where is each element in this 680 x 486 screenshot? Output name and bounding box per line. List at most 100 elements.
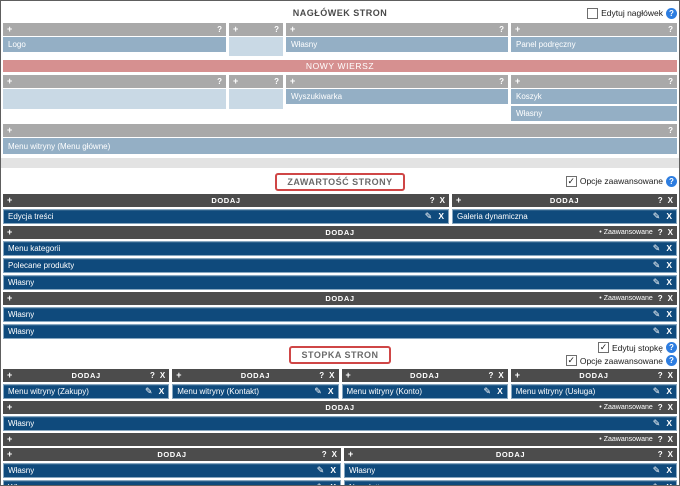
header-component-custom[interactable]: Własny	[511, 106, 677, 121]
help-icon[interactable]: ?	[319, 370, 325, 380]
move-icon[interactable]: +	[348, 449, 354, 459]
advanced-options-checkbox[interactable]: ✓	[565, 355, 577, 366]
component-row[interactable]: Własny ✎X	[3, 307, 677, 322]
column-toolbar[interactable]: + ?	[286, 75, 508, 88]
column-toolbar[interactable]: + ?	[3, 23, 226, 36]
component-row[interactable]: Menu kategorii ✎ X	[3, 241, 677, 256]
help-icon[interactable]: ?	[321, 449, 327, 459]
help-icon[interactable]: ?	[657, 402, 663, 412]
help-icon[interactable]: ?	[657, 434, 663, 444]
close-icon[interactable]: X	[439, 195, 445, 205]
move-icon[interactable]: +	[290, 24, 296, 34]
header-component-cart[interactable]: Koszyk	[511, 89, 677, 104]
close-icon[interactable]: X	[667, 449, 673, 459]
edit-icon[interactable]: ✎	[652, 277, 661, 287]
move-icon[interactable]: +	[233, 76, 239, 86]
move-icon[interactable]: +	[7, 434, 13, 444]
add-component-bar[interactable]: + DODAJ ? X	[452, 194, 677, 207]
add-button[interactable]: DODAJ	[325, 228, 355, 237]
close-icon[interactable]: X	[666, 277, 672, 288]
add-button[interactable]: DODAJ	[579, 371, 609, 380]
move-icon[interactable]: +	[7, 227, 13, 237]
component-row[interactable]: Newsletter ✎X	[344, 480, 677, 486]
component-row[interactable]: Edycja treści ✎ X	[3, 209, 449, 224]
add-component-bar[interactable]: + DODAJ • Zaawansowane ? X	[3, 292, 677, 305]
component-row[interactable]: Menu witryny (Konto) ✎ X	[341, 384, 508, 399]
help-icon[interactable]: ?	[657, 227, 663, 237]
move-icon[interactable]: +	[7, 125, 13, 135]
add-button[interactable]: DODAJ	[495, 450, 526, 459]
component-row[interactable]: Własny ✎X	[344, 463, 677, 478]
help-icon[interactable]: ?	[657, 293, 663, 303]
move-icon[interactable]: +	[515, 76, 521, 86]
add-component-bar[interactable]: + DODAJ ? X	[3, 194, 449, 207]
move-icon[interactable]: +	[7, 293, 13, 303]
add-component-bar[interactable]: + DODAJ • Zaawansowane ? X	[3, 226, 677, 239]
empty-column-slot[interactable]	[229, 89, 283, 109]
help-icon[interactable]: ?	[668, 125, 673, 135]
close-icon[interactable]: X	[330, 465, 336, 476]
move-icon[interactable]: +	[7, 195, 13, 205]
move-icon[interactable]: +	[290, 76, 296, 86]
add-component-bar[interactable]: + DODAJ ? X	[3, 369, 170, 382]
help-icon[interactable]: ?	[217, 76, 222, 86]
move-icon[interactable]: +	[7, 449, 13, 459]
move-icon[interactable]: +	[514, 370, 521, 380]
component-row[interactable]: Własny ✎X	[3, 463, 341, 478]
edit-icon[interactable]: ✎	[652, 309, 661, 319]
edit-icon[interactable]: ✎	[652, 418, 661, 428]
close-icon[interactable]: X	[331, 449, 337, 459]
advanced-toggle[interactable]: • Zaawansowane	[599, 229, 653, 236]
edit-icon[interactable]: ✎	[653, 483, 661, 486]
component-row[interactable]: Polecane produkty ✎ X	[3, 258, 677, 273]
help-icon[interactable]: ?	[666, 7, 677, 19]
add-button[interactable]: DODAJ	[240, 371, 270, 380]
close-icon[interactable]: X	[497, 386, 503, 397]
empty-column-slot[interactable]	[229, 37, 283, 56]
edit-icon[interactable]: ✎	[483, 386, 492, 396]
close-icon[interactable]: X	[498, 370, 504, 380]
add-button[interactable]: DODAJ	[409, 371, 440, 380]
column-toolbar[interactable]: + ?	[229, 75, 283, 88]
add-button[interactable]: DODAJ	[211, 196, 241, 205]
advanced-options-checkbox[interactable]: ✓	[565, 175, 577, 187]
move-icon[interactable]: +	[7, 24, 13, 34]
move-icon[interactable]: +	[345, 370, 351, 380]
edit-header-checkbox[interactable]	[587, 7, 599, 19]
help-icon[interactable]: ?	[150, 370, 155, 380]
edit-icon[interactable]: ✎	[424, 211, 433, 221]
help-icon[interactable]: ?	[274, 24, 279, 34]
close-icon[interactable]: X	[667, 402, 673, 412]
close-icon[interactable]: X	[666, 386, 672, 397]
new-row-bar[interactable]: NOWY WIERSZ	[3, 60, 677, 72]
add-button[interactable]: DODAJ	[549, 196, 580, 205]
close-icon[interactable]: X	[327, 386, 334, 397]
move-icon[interactable]: +	[515, 24, 521, 34]
column-toolbar[interactable]: + ?	[229, 23, 283, 36]
help-icon[interactable]: ?	[217, 24, 222, 34]
column-toolbar[interactable]: + ?	[511, 23, 677, 36]
header-component-logo[interactable]: Logo	[3, 37, 226, 52]
close-icon[interactable]: X	[438, 211, 444, 222]
edit-icon[interactable]: ✎	[652, 211, 661, 221]
move-icon[interactable]: +	[233, 24, 239, 34]
move-icon[interactable]: +	[7, 402, 13, 412]
close-icon[interactable]: X	[666, 309, 672, 320]
edit-icon[interactable]: ✎	[314, 386, 322, 396]
advanced-toggle[interactable]: • Zaawansowane	[599, 295, 653, 302]
full-width-toolbar[interactable]: + ?	[3, 124, 677, 137]
edit-footer-checkbox[interactable]: ✓	[597, 342, 609, 353]
header-component-site-menu[interactable]: Menu witryny (Menu główne)	[3, 138, 677, 154]
advanced-toggle[interactable]: • Zaawansowane	[599, 436, 653, 443]
close-icon[interactable]: X	[667, 227, 673, 237]
move-icon[interactable]: +	[456, 195, 462, 205]
close-icon[interactable]: X	[667, 195, 673, 205]
close-icon[interactable]: X	[666, 211, 672, 222]
edit-icon[interactable]: ✎	[652, 243, 661, 253]
add-button[interactable]: DODAJ	[157, 450, 187, 459]
help-icon[interactable]: ?	[668, 76, 673, 86]
component-row[interactable]: Własny ✎X	[3, 324, 677, 339]
header-component-custom[interactable]: Własny	[286, 37, 508, 52]
header-component-search[interactable]: Wyszukiwarka	[286, 89, 508, 104]
help-icon[interactable]: ?	[657, 195, 663, 205]
